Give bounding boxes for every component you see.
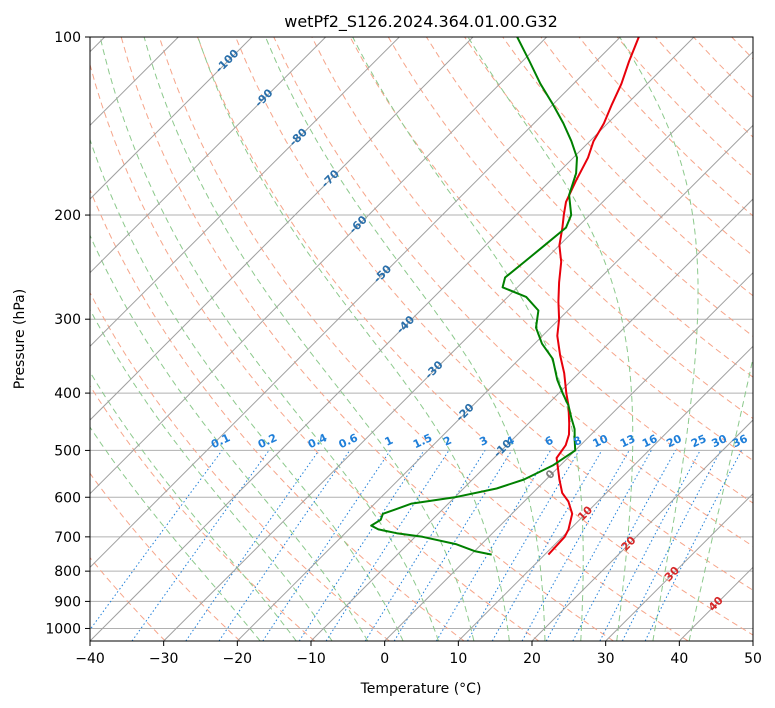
y-tick-label: 600 [54,490,81,506]
mixing-ratio-line [621,450,722,641]
moist-adiabat [90,371,297,641]
dry-adiabat [120,37,614,641]
isotherm [90,37,400,348]
isotherm [605,492,753,641]
moist-adiabat [197,37,510,641]
y-tick-label: 400 [54,386,81,402]
dry-adiabat [502,37,753,297]
x-tick-label: −40 [75,651,105,667]
chart-title: wetPf2_S126.2024.364.01.00.G32 [284,12,558,32]
isotherm [384,271,753,641]
x-tick-label: −10 [296,651,326,667]
mixing-ratio-line [90,450,223,631]
mixing-ratio-line [298,450,425,641]
mixing-ratio-line [644,450,742,641]
y-axis-label: Pressure (hPa) [12,289,28,389]
moist-adiabats [90,37,753,641]
isotherm [457,345,753,641]
x-axis-label: Temperature (°C) [360,681,482,697]
moist-adiabat [143,37,475,641]
dry-adiabat [273,37,753,547]
x-tick-label: 50 [744,651,762,667]
dewpoint-profile [370,37,578,556]
x-tick-label: 10 [449,651,467,667]
dry-adiabat [90,291,390,641]
moist-adiabat [688,355,753,641]
mixing-ratio-label: 10 [591,432,611,450]
x-tick-label: 0 [380,651,389,667]
y-tick-label: 700 [54,530,81,546]
plot-area: 0.1 0.2 0.4 0.6 1 1.5 2 3 4 6 8 10 13 16 20 25 30 36-100-… [90,37,753,641]
y-tick-label: 1000 [45,621,81,637]
dry-adiabat [349,37,753,462]
dry-adiabats [90,37,753,641]
moist-adiabat [619,37,699,641]
plot-frame [89,36,754,642]
y-tick-label: 200 [54,208,81,224]
mixing-ratio-label: 25 [689,432,708,450]
isotherm [90,37,548,495]
moist-adiabat [90,308,333,641]
moist-adiabat [90,426,261,641]
dry-adiabat [90,384,316,641]
dry-adiabat [90,472,241,641]
x-axis-ticks: −40 −30 −20 −10 0 10 20 30 40 50 [75,641,762,667]
mixing-ratio-line [521,450,630,641]
x-tick-label: 40 [670,651,688,667]
dry-adiabat [311,37,753,504]
isotherm [90,37,474,421]
y-tick-label: 500 [54,443,81,459]
x-tick-label: 30 [597,651,615,667]
dry-adiabat [158,37,689,641]
mixing-ratio-line [262,450,391,641]
isotherms [90,37,753,641]
dry-adiabat [235,37,753,591]
isotherm [531,419,753,641]
moist-adiabat [90,234,369,641]
dry-adiabat [387,37,753,420]
isotherm [90,37,695,641]
moist-adiabat [265,37,546,641]
y-tick-label: 900 [54,594,81,610]
mixing-ratio-label: 36 [730,432,750,450]
dry-adiabat [90,188,465,641]
moist-adiabat [99,37,439,641]
x-tick-label: −30 [149,651,179,667]
y-tick-label: 100 [54,30,81,46]
dry-adiabat [464,37,753,337]
isotherm [90,37,621,569]
mixing-ratio-line [572,450,676,641]
isotherm [310,198,753,641]
mixing-ratio-line [218,450,351,641]
isotherm [90,37,327,274]
mixing-ratio-label: 16 [640,432,660,450]
mixing-ratio-line [545,450,652,641]
moist-adiabat [90,138,404,641]
isotherm [90,37,253,200]
mixing-ratio-label: 30 [710,432,730,450]
mixing-ratio-line [325,450,450,641]
dry-adiabat [425,37,753,378]
moist-adiabat [352,37,584,641]
mixing-ratio-label: 20 [664,432,684,450]
dry-adiabat [90,62,540,641]
profile-series [370,37,640,556]
mixing-ratio-line [393,450,513,641]
x-tick-label: 20 [523,651,541,667]
y-tick-label: 800 [54,564,81,580]
y-axis-ticks: 100 200 300 400 500 600 700 800 900 1000 [45,30,90,637]
y-tick-label: 300 [54,312,81,328]
mixing-ratio-lines [90,450,742,641]
temperature-profile [547,37,640,556]
x-tick-label: −20 [223,651,253,667]
mixing-ratio-line [185,450,320,641]
isotherm [163,50,753,641]
mixing-ratio-label: 13 [618,432,637,450]
